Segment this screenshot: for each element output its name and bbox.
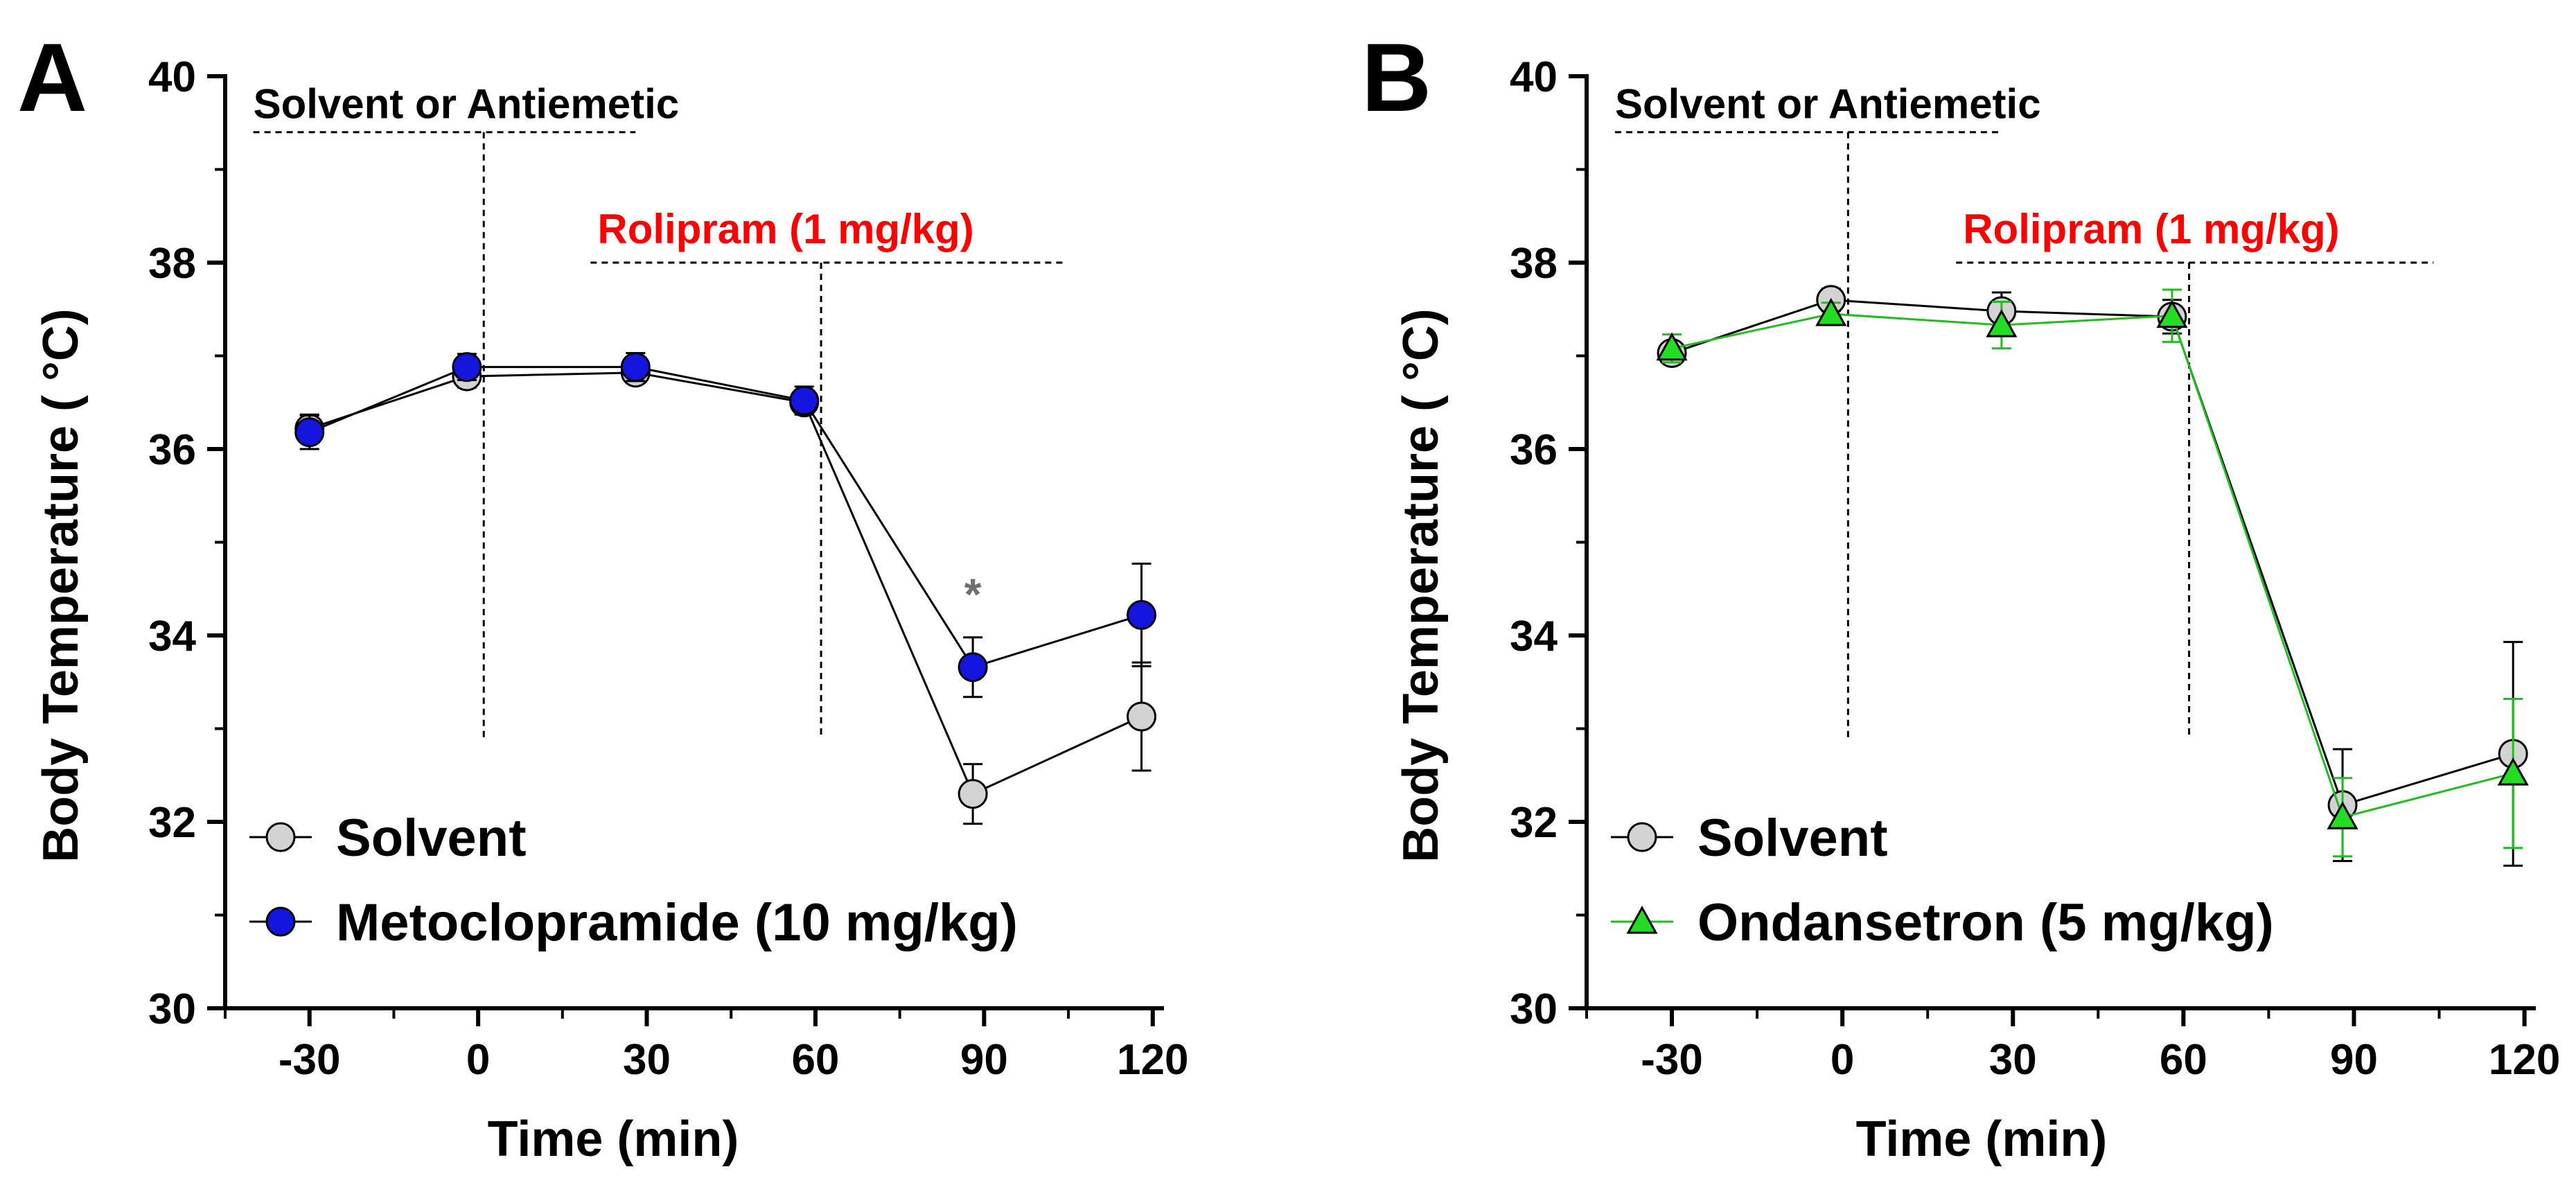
data-point: [1127, 701, 1157, 732]
plot-area-a: 30 32 34 36 38 40 -30 0 30 60 90 120 Solvent or Anti…: [148, 53, 1188, 1084]
y-tick-label: 30: [148, 985, 196, 1033]
significance-marker: *: [964, 570, 982, 620]
plot-area-b: 30 32 34 36 38 40 -30 0 30 60 90 120 Solvent or Anti…: [1510, 53, 2560, 1084]
y-tick-label: 38: [1510, 240, 1558, 288]
rolipram-label: Rolipram (1 mg/kg): [597, 206, 973, 252]
legend-marker: [265, 906, 296, 937]
data-point: [1656, 332, 1688, 361]
panel-letter-b: B: [1361, 23, 1431, 132]
data-point: [2327, 801, 2358, 829]
y-tick-label: 34: [1510, 613, 1558, 660]
series-0: Solvent: [1611, 285, 2528, 868]
series-0: Solvent: [249, 358, 1157, 868]
y-tick-label: 38: [148, 240, 196, 288]
x-tick-label: 30: [623, 1036, 671, 1084]
pretreatment-label: Solvent or Antiemetic: [254, 81, 680, 128]
series-line: [1671, 313, 2514, 819]
x-tick-label: 120: [2489, 1036, 2560, 1084]
x-tick-label: -30: [279, 1036, 341, 1084]
y-tick-label: 32: [148, 799, 196, 847]
data-point: [1986, 309, 2018, 337]
y-tick-label: 36: [1510, 426, 1558, 474]
data-point: [2156, 299, 2188, 328]
y-tick-label: 32: [1510, 799, 1558, 847]
rolipram-label: Rolipram (1 mg/kg): [1963, 206, 2339, 252]
y-tick-label: 40: [148, 53, 196, 101]
series-line: [1671, 299, 2514, 807]
data-point: [958, 652, 988, 683]
x-tick-label: 120: [1117, 1036, 1188, 1084]
legend-marker: [265, 822, 296, 852]
legend-label: Ondansetron (5 mg/kg): [1697, 893, 2274, 952]
series-line: [309, 371, 1143, 796]
y-axis-label-b: Body Temperature ( °C): [1393, 308, 1449, 863]
data-point: [1815, 297, 1847, 326]
y-tick-label: 40: [1510, 53, 1558, 101]
series-1: Ondansetron (5 mg/kg): [1611, 288, 2529, 952]
panel-letter-a: A: [17, 23, 87, 132]
data-point: [452, 352, 482, 383]
data-point: [789, 385, 820, 416]
x-tick-label: 0: [1830, 1036, 1854, 1084]
legend-label: Metoclopramide (10 mg/kg): [336, 893, 1018, 952]
y-tick-label: 34: [148, 613, 196, 660]
x-tick-label: 0: [466, 1036, 490, 1084]
y-axis-label-a: Body Temperature ( °C): [33, 308, 89, 863]
legend-marker: [1626, 905, 1658, 934]
x-axis-label-b: Time (min): [1856, 1112, 2108, 1167]
x-tick-label: 90: [960, 1036, 1008, 1084]
x-tick-label: 60: [2160, 1036, 2207, 1084]
series-line: [309, 366, 1142, 669]
x-tick-label: -30: [1641, 1036, 1703, 1084]
y-tick-label: 30: [1510, 985, 1558, 1033]
data-point: [1127, 599, 1157, 630]
panel-b: B Body Temperature ( °C) Time (min) 30 32…: [1361, 23, 2560, 1167]
legend-label: Solvent: [336, 809, 527, 868]
x-tick-label: 60: [791, 1036, 839, 1084]
legend-label: Solvent: [1697, 809, 1888, 868]
panel-a: A Body Temperature ( °C) Time (min) 30 32…: [17, 23, 1188, 1167]
y-tick-label: 36: [148, 426, 196, 474]
data-point: [620, 352, 651, 383]
pretreatment-label: Solvent or Antiemetic: [1615, 81, 2041, 128]
x-axis-label-a: Time (min): [488, 1112, 739, 1167]
series-1: Metoclopramide (10 mg/kg): [249, 351, 1157, 952]
data-point: [958, 779, 988, 809]
x-tick-label: 90: [2330, 1036, 2378, 1084]
legend-marker: [1627, 822, 1657, 852]
data-point: [294, 417, 325, 448]
data-point: [2497, 757, 2529, 786]
x-tick-label: 30: [1989, 1036, 2037, 1084]
